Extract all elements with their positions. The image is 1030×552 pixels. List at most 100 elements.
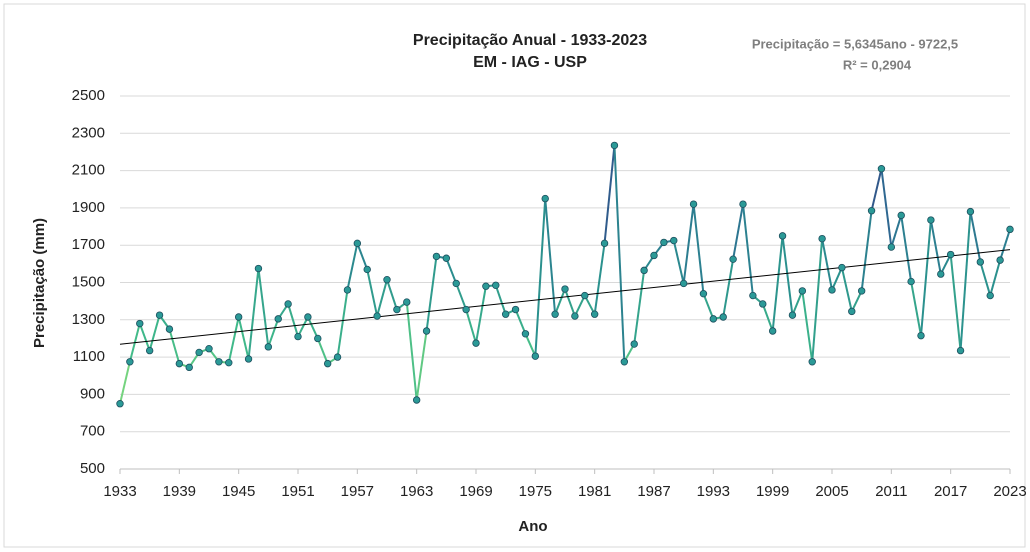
line-segment (771, 235, 784, 332)
data-point (225, 358, 233, 367)
data-point (501, 310, 510, 318)
line-segment (672, 240, 685, 284)
trend-r2: R² = 0,2904 (843, 57, 912, 72)
data-point (828, 286, 836, 294)
data-point (442, 254, 451, 262)
x-tick-label: 1957 (341, 483, 374, 500)
data-point (472, 339, 480, 347)
data-point (759, 300, 767, 308)
line-segment (900, 215, 913, 282)
data-point (709, 315, 718, 323)
line-segment (465, 309, 477, 344)
data-point (343, 286, 352, 294)
line-segment (603, 145, 616, 244)
data-point (274, 315, 282, 323)
line-segment (138, 323, 151, 351)
chart-title: Precipitação Anual - 1933-2023 (413, 32, 647, 49)
line-segment (267, 318, 280, 348)
line-segment (316, 338, 329, 364)
data-point (492, 281, 500, 289)
chart-subtitle: EM - IAG - USP (473, 54, 587, 71)
x-tick-label: 1993 (697, 483, 730, 500)
data-point (264, 343, 273, 351)
data-point (848, 307, 856, 316)
data-point (897, 211, 905, 220)
line-segment (890, 215, 903, 248)
data-point (304, 313, 312, 321)
data-point (432, 252, 441, 261)
line-segment (306, 316, 319, 339)
data-point (353, 239, 362, 248)
line-segment (840, 267, 853, 312)
line-segment (415, 330, 428, 401)
line-segment (949, 254, 962, 351)
line-segment (346, 243, 359, 291)
line-segment (831, 267, 843, 291)
data-point (136, 319, 144, 328)
line-segment (227, 316, 240, 363)
x-tick-label: 1981 (578, 483, 611, 500)
data-point (877, 165, 886, 173)
data-point (244, 355, 253, 363)
data-point (838, 263, 846, 272)
line-segment (564, 288, 576, 317)
data-point (768, 327, 777, 335)
x-axis-title: Ano (518, 518, 547, 535)
trend-line (119, 249, 1011, 345)
line-segment (613, 145, 626, 362)
data-point (689, 200, 698, 208)
data-point (976, 258, 985, 266)
y-tick-label: 1700 (72, 236, 105, 253)
data-point (412, 396, 421, 404)
line-segment (702, 293, 715, 320)
data-point (561, 285, 569, 293)
line-segment (633, 270, 646, 345)
data-point (937, 270, 945, 278)
data-point (867, 206, 876, 215)
data-point (808, 358, 816, 366)
data-point (284, 300, 292, 308)
line-segment (811, 238, 824, 362)
data-point (185, 363, 193, 372)
data-point (314, 334, 322, 343)
line-segment (959, 211, 972, 351)
line-segment (880, 168, 893, 248)
line-segment (257, 268, 270, 347)
data-point (541, 194, 549, 203)
line-segment (356, 242, 369, 270)
line-segment (475, 286, 487, 344)
data-point (195, 348, 203, 357)
line-segment (860, 210, 873, 292)
data-point (531, 352, 540, 360)
line-segment (524, 333, 537, 357)
line-segment (445, 257, 458, 284)
line-segment (119, 361, 131, 404)
data-point (482, 282, 490, 290)
y-tick-label: 1500 (72, 273, 105, 290)
line-segment (376, 279, 388, 317)
line-segment (514, 309, 527, 335)
data-point (719, 313, 727, 321)
line-segment (929, 219, 942, 275)
data-point (175, 359, 184, 368)
y-tick-label: 1100 (73, 348, 105, 365)
data-point (818, 234, 826, 243)
line-segment (692, 204, 705, 294)
data-point (996, 256, 1004, 264)
data-point (205, 345, 213, 353)
x-tick-label: 1945 (222, 483, 255, 500)
line-segment (168, 328, 181, 364)
line-segment (821, 238, 833, 291)
data-point (393, 305, 401, 314)
data-point (551, 310, 559, 318)
x-tick-label: 1999 (756, 483, 789, 500)
line-segment (781, 235, 794, 316)
data-point (126, 358, 134, 366)
data-point (511, 305, 520, 314)
line-segment (989, 259, 1002, 296)
x-tick-label: 1969 (459, 483, 492, 500)
data-point (798, 287, 807, 295)
y-tick-label: 1900 (72, 199, 105, 216)
data-point (907, 277, 915, 286)
